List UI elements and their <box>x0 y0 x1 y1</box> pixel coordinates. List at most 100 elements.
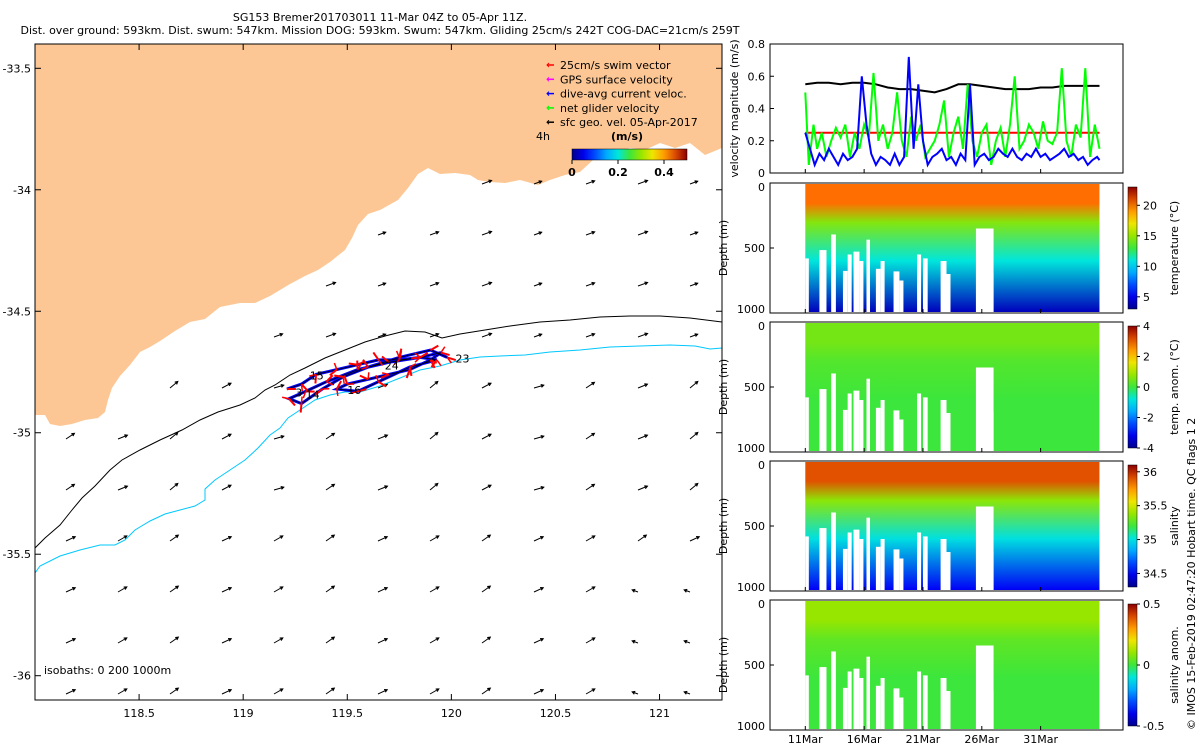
legend-swatch-head <box>546 105 550 111</box>
geo-vector-head <box>591 230 596 235</box>
map-y-axis: -33.5 -34 -34.5 -35 -35.5 -36 <box>3 62 722 683</box>
swim-vector <box>336 388 339 397</box>
geo-vector-head <box>435 688 440 692</box>
geo-vector-head <box>487 636 492 641</box>
swim-vector <box>300 384 304 392</box>
section-colorbar <box>1127 603 1138 727</box>
land-mass <box>35 44 722 426</box>
section-data-gap <box>831 373 836 451</box>
geo-vector-head <box>331 534 336 539</box>
geo-vector <box>637 434 648 440</box>
swim-vector <box>446 356 457 362</box>
geo-vector <box>377 383 388 389</box>
section-data-gap <box>875 407 881 451</box>
colorbar-tick-label: 34.5 <box>1143 567 1168 580</box>
swim-vector <box>393 359 400 366</box>
geo-vector-head <box>174 482 179 487</box>
colorbar-tick-label: 2 <box>1143 351 1150 364</box>
swim-vector <box>350 390 358 394</box>
geo-vector-head <box>487 687 492 692</box>
colorbar-tick-label: 4 <box>1143 320 1150 333</box>
geo-vector-head <box>331 432 336 437</box>
geo-vector-head <box>538 333 543 337</box>
geo-vector-head <box>435 332 440 337</box>
geo-vector-head <box>591 332 596 337</box>
section-data-gap <box>922 536 928 590</box>
geo-vector <box>273 486 284 491</box>
colorbar-tick-label: -2 <box>1143 412 1154 425</box>
section-data-gap <box>853 390 860 451</box>
section-data-gap <box>842 687 848 729</box>
swim-vector <box>335 380 342 390</box>
geo-vector <box>429 432 438 440</box>
geo-vector-head <box>384 637 389 642</box>
geo-vector <box>377 638 388 644</box>
geo-vector-head <box>175 585 180 590</box>
geo-vector <box>377 689 388 695</box>
geo-vector-head <box>540 535 545 540</box>
section-data-gap <box>859 539 864 590</box>
section-data-gap <box>893 410 900 451</box>
section-data-gap <box>893 688 900 729</box>
geo-vector-head <box>591 381 596 386</box>
section-data-gap <box>805 397 809 451</box>
swim-vector <box>430 359 438 368</box>
section-y-tick-label: 500 <box>744 520 765 533</box>
time-tick-label: 31Mar <box>1023 733 1058 746</box>
section-data-gap <box>831 512 836 590</box>
geo-vector <box>273 535 283 542</box>
geo-vector <box>585 333 595 338</box>
velocity-panel: 0 0.2 0.4 0.6 0.8 velocity magnitude (m/s) <box>728 38 1124 180</box>
colorbar-tick-label: 0 <box>1143 659 1150 672</box>
geo-vector <box>481 333 492 338</box>
geo-vector <box>117 586 127 593</box>
geo-vector <box>377 231 386 236</box>
geo-vector <box>533 638 544 644</box>
section-data-gap <box>842 409 848 451</box>
geostrophic-velocity-field <box>65 179 701 695</box>
geo-vector-head <box>280 486 285 490</box>
geo-vector <box>481 636 491 644</box>
swim-vector <box>342 376 345 384</box>
geo-vector <box>65 432 75 440</box>
geo-vector <box>273 384 284 389</box>
swim-vector <box>357 388 367 393</box>
section-data-gap <box>940 261 947 312</box>
geo-vector-head <box>175 534 180 539</box>
geo-vector-head <box>435 281 440 286</box>
velocity-y-tick-label: 0 <box>758 167 765 180</box>
geo-vector-head <box>488 332 493 337</box>
geo-vector <box>169 636 179 644</box>
section-data-gap <box>819 528 827 590</box>
section-data-gap <box>859 261 864 312</box>
section-y-tick-label: 1000 <box>737 720 765 733</box>
section-colorbar <box>1127 464 1138 588</box>
colorbar-corner-text: 4h <box>536 130 550 143</box>
geo-vector-head <box>331 483 336 488</box>
section-data-gap <box>819 667 827 729</box>
swim-vector <box>334 374 344 378</box>
swim-vector <box>314 388 323 396</box>
section-y-tick-label: 1000 <box>737 581 765 594</box>
geo-vector <box>585 483 595 491</box>
map-x-tick-label: 120.5 <box>540 707 572 720</box>
swim-vector <box>429 359 436 369</box>
geo-vector-head <box>72 535 77 540</box>
geo-vector <box>377 485 388 491</box>
colorbar-label: temp. anom. (°C) <box>1168 339 1181 435</box>
section-data-gap <box>893 271 900 312</box>
velocity-y-label: velocity magnitude (m/s) <box>728 39 741 177</box>
geo-vector-head <box>227 433 232 438</box>
geo-vector-head <box>694 482 699 487</box>
geo-vector <box>637 534 647 542</box>
swim-vector <box>300 383 309 392</box>
geo-vector-head <box>591 432 596 437</box>
dive-label: 16 <box>347 384 361 397</box>
geo-vector-head <box>644 179 649 184</box>
geo-vector-head <box>644 383 649 387</box>
time-tick-label: 11Mar <box>788 733 823 746</box>
geo-vector <box>689 180 698 185</box>
section-data-gap <box>842 270 848 312</box>
geo-vector <box>273 586 283 593</box>
